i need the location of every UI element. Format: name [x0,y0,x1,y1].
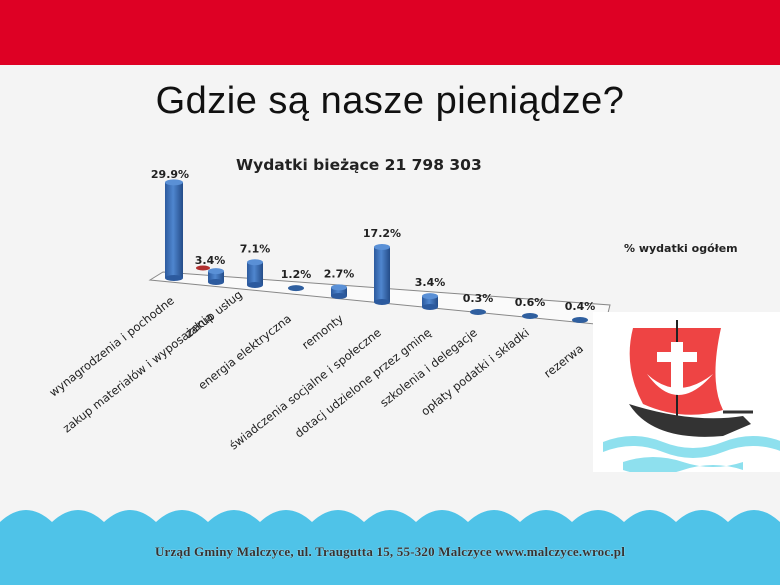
value-label: 0.4% [565,300,596,313]
value-label: 3.4% [415,276,446,289]
bar [572,317,588,323]
bar [422,293,438,310]
chart-legend: % wydatki ogółem [624,242,738,255]
top-red-band [0,0,780,65]
ship-emblem-icon [603,320,780,475]
bar [247,259,263,288]
bar [470,309,486,315]
category-label: rezerwa [541,341,586,380]
value-label: 3.4% [195,254,226,267]
bar [522,313,538,319]
value-label: 0.6% [515,296,546,309]
category-label: remonty [299,311,346,352]
value-label: 29.9% [151,168,189,181]
bar [165,179,183,281]
value-labels: 29.9% 3.4% 7.1% 1.2% 2.7% 17.2% 3.4% 0.3% 0.6% 0.… [151,168,595,313]
municipal-logo [593,312,780,475]
bars-group [165,179,588,323]
value-label: 1.2% [281,268,312,281]
footer-address: Urząd Gminy Malczyce, ul. Traugutta 15, … [154,544,626,559]
category-label: zakup usług [182,287,245,340]
footer-wave-band [0,504,780,585]
bar [288,285,304,292]
value-label: 2.7% [324,267,355,280]
value-label: 7.1% [240,242,271,255]
chart-title: Wydatki bieżące 21 798 303 [236,156,482,174]
highlight-marker [196,265,210,271]
slide-title: Gdzie są nasze pieniądze? [155,80,625,122]
bar [374,243,390,305]
bar [331,284,347,299]
value-label: 0.3% [463,292,494,305]
value-label: 17.2% [363,227,401,240]
wave-icon [0,504,780,522]
bar [208,268,224,285]
